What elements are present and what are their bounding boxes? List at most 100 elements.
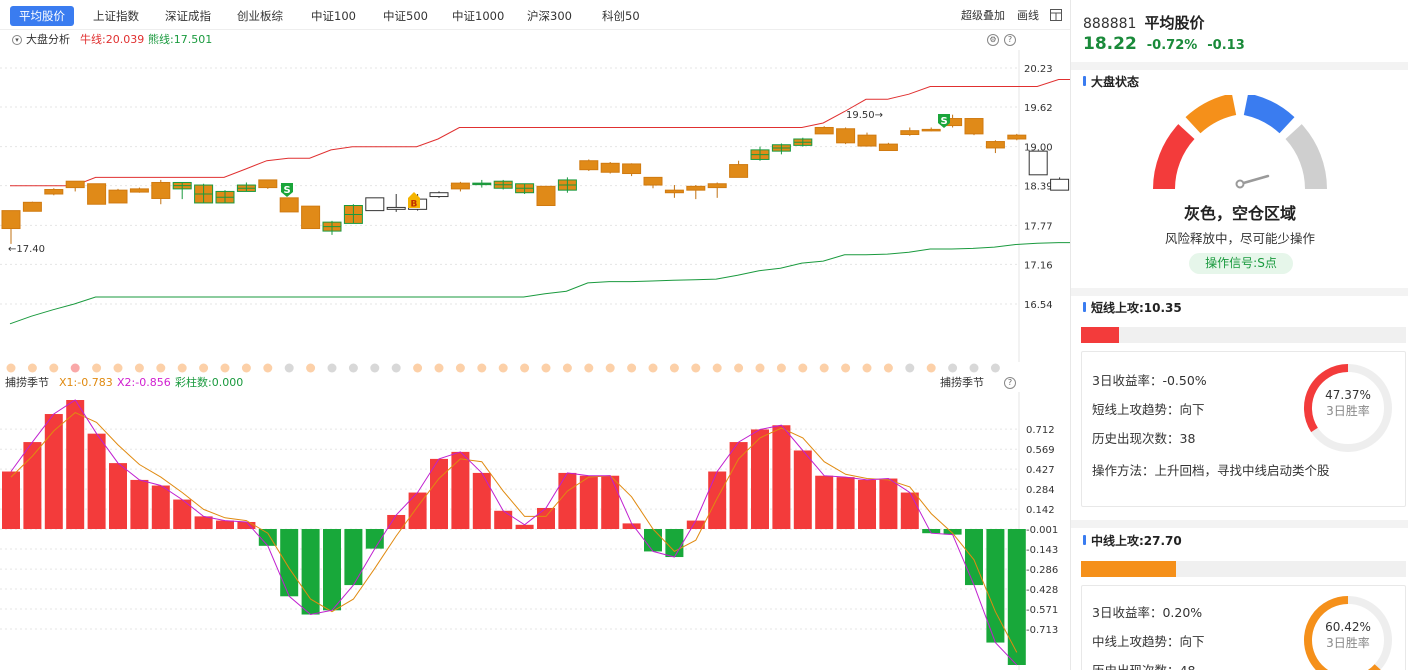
- tab-csi100[interactable]: 中证100: [311, 9, 356, 23]
- grid-icon[interactable]: [1050, 8, 1062, 28]
- macd-bar: [451, 451, 470, 529]
- macd-axis-label: -0.713: [1026, 625, 1058, 636]
- tab-star50[interactable]: 科创50: [602, 9, 640, 23]
- short-win-rate-caption: 3日胜率: [1326, 404, 1370, 418]
- price-axis-label: 17.77: [1024, 221, 1053, 232]
- signal-dot: [348, 363, 358, 373]
- x1-line: [10, 399, 1018, 666]
- sub-indicator-title[interactable]: 捕捞季节: [5, 376, 49, 389]
- macd-bar: [216, 520, 234, 529]
- macd-bar: [494, 510, 513, 529]
- market-status-gauge: [1153, 95, 1327, 190]
- candle-body: [1007, 134, 1027, 140]
- sell-marker: S: [938, 114, 950, 128]
- status-description: 风险释放中，尽可能少操作: [1164, 231, 1315, 246]
- candle-body: [151, 181, 171, 199]
- signal-dot: [70, 363, 80, 373]
- tab-chinext[interactable]: 创业板综: [237, 9, 283, 23]
- signal-dot: [948, 363, 958, 373]
- price-axis-label: 17.16: [1024, 260, 1053, 271]
- mid-win-rate-label: 60.42% 3日胜率: [1303, 620, 1393, 651]
- help-icon[interactable]: ?: [1004, 34, 1016, 46]
- help-icon[interactable]: ?: [1004, 377, 1016, 389]
- draw-line-button[interactable]: 画线: [1017, 9, 1039, 22]
- candle-body: [44, 189, 64, 195]
- macd-bar: [558, 472, 577, 529]
- chevron-down-icon[interactable]: ▾: [12, 35, 22, 45]
- macd-bar: [301, 529, 320, 615]
- x2-value: X2:-0.856: [117, 376, 171, 389]
- macd-bar: [836, 477, 855, 529]
- macd-bar: [772, 425, 791, 529]
- tab-csi1000[interactable]: 中证1000: [452, 9, 505, 23]
- tab-csi500[interactable]: 中证500: [383, 9, 428, 23]
- candle-body: [365, 197, 385, 212]
- macd-bar: [2, 471, 20, 529]
- macd-axis-label: 0.427: [1026, 465, 1055, 476]
- short-win-rate: 47.37%: [1325, 388, 1371, 402]
- candle-body: [536, 185, 556, 207]
- macd-bar: [644, 529, 662, 552]
- tab-shenzhen-index[interactable]: 深证成指: [165, 9, 211, 23]
- stock-header: 888881 平均股价: [1083, 12, 1204, 33]
- candle-body: [429, 192, 449, 198]
- candle-body: [22, 201, 42, 212]
- signal-dot: [798, 363, 808, 373]
- signal-dot: [199, 363, 209, 373]
- gauge-red-segment: [1153, 124, 1195, 190]
- tab-csi300[interactable]: 沪深300: [527, 9, 572, 23]
- macd-bar: [708, 471, 727, 529]
- short-win-rate-ring: [1304, 364, 1392, 452]
- signal-dot: [455, 363, 465, 373]
- main-indicator-title[interactable]: 大盘分析: [26, 33, 70, 46]
- market-status-title: 大盘状态: [1083, 73, 1139, 90]
- operation-signal-badge: 操作信号:S点: [1189, 253, 1293, 274]
- signal-dot: [477, 363, 487, 373]
- signal-dot: [92, 363, 102, 373]
- signal-dot: [969, 363, 979, 373]
- macd-bar: [793, 450, 812, 529]
- signal-dot: [241, 363, 251, 373]
- macd-bar: [515, 524, 534, 529]
- bar-count-value: 彩柱数:0.000: [175, 376, 244, 389]
- settings-icon[interactable]: ⚙: [987, 34, 999, 46]
- macd-axis-label: -0.428: [1026, 585, 1058, 596]
- signal-dot: [584, 363, 594, 373]
- candle-body: [921, 128, 941, 132]
- super-overlay-button[interactable]: 超级叠加: [961, 9, 1005, 22]
- candle-body: [1, 210, 21, 230]
- signal-dot: [498, 363, 508, 373]
- price-axis-label: 16.54: [1024, 300, 1053, 311]
- sub-chart-info: 捕捞季节 X1:-0.783 X2:-0.856 彩柱数:0.000 捕捞季节: [0, 374, 1020, 392]
- mid-trend: 中线上攻趋势：向下: [1092, 634, 1205, 649]
- price-axis-label: 18.39: [1024, 182, 1053, 193]
- candle-body: [301, 205, 321, 230]
- main-chart-info: ▾ 大盘分析 牛线:20.039 熊线:17.501: [0, 31, 1020, 49]
- candle-body: [579, 160, 599, 171]
- price-axis-label: 19.62: [1024, 103, 1053, 114]
- candle-body: [686, 185, 706, 191]
- macd-axis-label: -0.143: [1026, 545, 1058, 556]
- candle-body: [279, 197, 299, 213]
- signal-dot: [220, 363, 230, 373]
- macd-axis-label: -0.001: [1026, 525, 1058, 536]
- signal-dot: [27, 363, 37, 373]
- short-win-rate-label: 47.37% 3日胜率: [1303, 388, 1393, 419]
- signal-dot: [755, 363, 765, 373]
- macd-bar: [879, 478, 898, 529]
- signal-dot: [990, 363, 1000, 373]
- signal-dot: [520, 363, 530, 373]
- divider: [1071, 520, 1408, 528]
- signal-dot: [862, 363, 872, 373]
- macd-axis-label: -0.286: [1026, 565, 1058, 576]
- tab-shanghai-index[interactable]: 上证指数: [93, 9, 139, 23]
- signal-dot: [926, 363, 936, 373]
- tab-average-price[interactable]: 平均股价: [10, 6, 74, 26]
- signal-dot: [306, 363, 316, 373]
- macd-bar: [729, 442, 748, 529]
- price-line: 18.22 -0.72% -0.13: [1083, 34, 1245, 54]
- macd-bar: [922, 529, 941, 534]
- signal-dot: [712, 363, 722, 373]
- sell-marker-shape: [938, 114, 950, 128]
- candle-body: [643, 176, 663, 186]
